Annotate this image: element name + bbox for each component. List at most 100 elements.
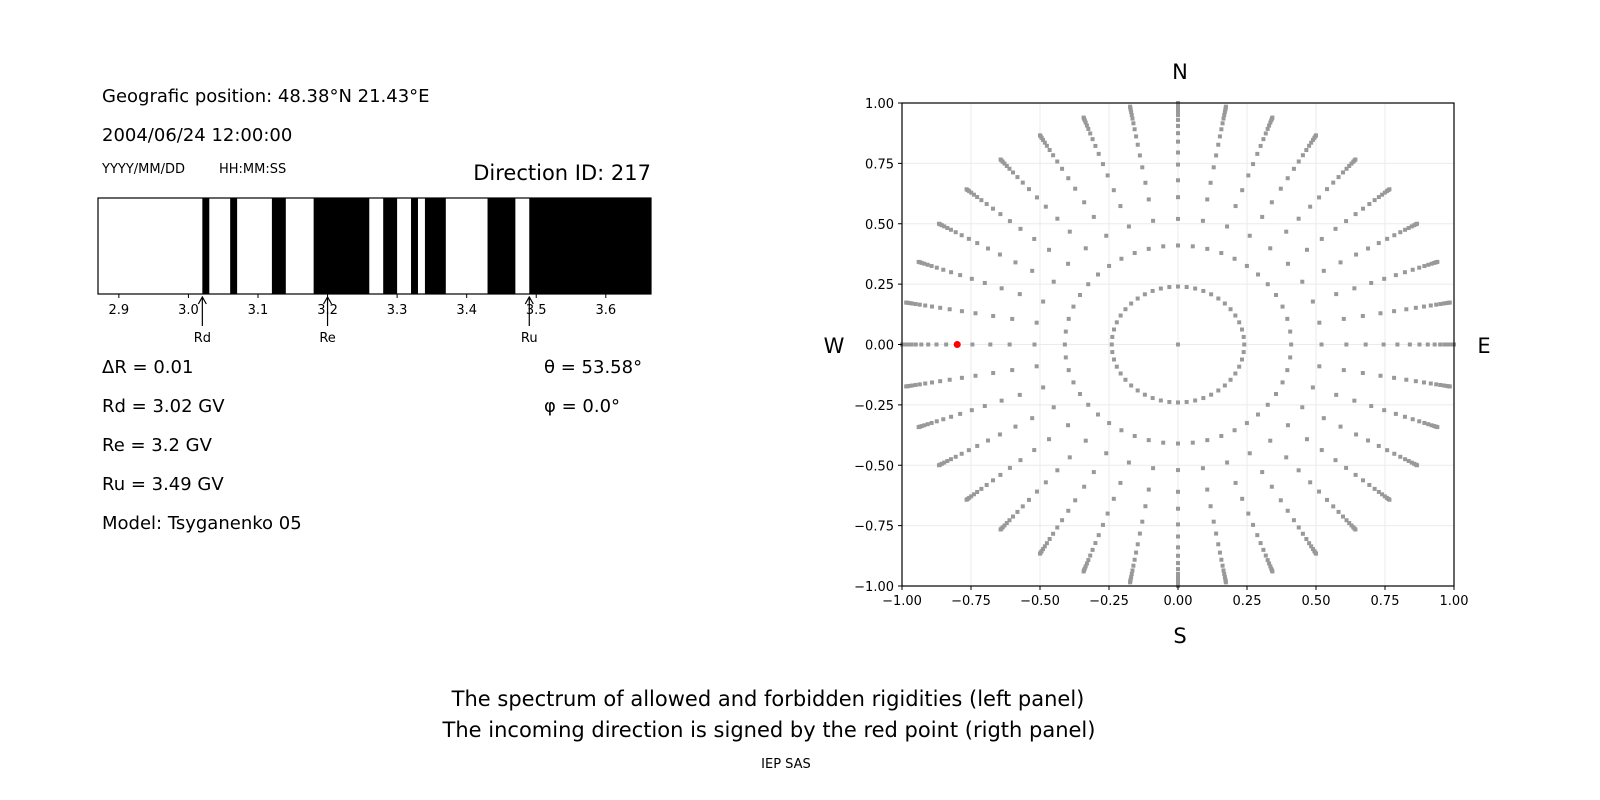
direction-point <box>1280 304 1285 309</box>
direction-point <box>1228 307 1233 312</box>
direction-point <box>1308 204 1313 209</box>
credit: IEP SAS <box>761 757 811 772</box>
direction-point <box>1347 521 1352 526</box>
direction-point <box>1146 246 1151 251</box>
direction-point <box>1263 553 1268 558</box>
direction-point <box>909 342 914 347</box>
direction-point <box>1338 424 1343 429</box>
direction-point <box>1063 355 1068 360</box>
direction-point <box>1176 131 1180 136</box>
direction-point <box>1367 482 1372 487</box>
direction-point <box>1041 547 1046 552</box>
x-tick-label: 3.1 <box>248 303 269 318</box>
direction-point <box>1270 115 1275 120</box>
rd-value: Rd = 3.02 GV <box>102 396 225 417</box>
direction-point <box>1225 224 1230 229</box>
direction-point <box>1051 405 1056 410</box>
direction-point <box>1378 373 1383 378</box>
spectrum-frame <box>97 197 652 295</box>
direction-point <box>938 379 943 384</box>
direction-point <box>1129 301 1134 306</box>
x-tick-label: 3.4 <box>456 303 477 318</box>
direction-point <box>988 342 993 347</box>
direction-point <box>1376 443 1381 448</box>
selected-direction-point <box>953 341 961 348</box>
direction-point <box>998 472 1003 477</box>
direction-point <box>1447 384 1452 389</box>
x-tick-label: 2.9 <box>109 303 130 318</box>
direction-point <box>1369 280 1374 285</box>
direction-point <box>1017 292 1022 297</box>
direction-point <box>998 527 1003 532</box>
direction-point <box>971 492 976 497</box>
direction-point <box>1007 342 1012 347</box>
direction-point <box>1142 292 1147 297</box>
direction-point <box>1118 204 1123 209</box>
direction-point <box>1034 195 1039 200</box>
direction-point <box>1308 480 1313 485</box>
direction-point <box>1421 304 1426 309</box>
direction-point <box>1090 137 1095 142</box>
direction-point <box>985 438 990 443</box>
direction-point <box>1344 166 1349 171</box>
direction-point <box>934 419 939 424</box>
direction-point <box>1132 433 1137 438</box>
direction-point <box>998 157 1003 162</box>
direction-point <box>1123 377 1128 382</box>
direction-point <box>1340 514 1345 519</box>
direction-id: Direction ID: 217 <box>473 161 651 185</box>
direction-point <box>1239 327 1244 332</box>
direction-point <box>1300 279 1305 284</box>
direction-point <box>1340 170 1345 175</box>
direction-point <box>929 264 934 269</box>
direction-point <box>1135 296 1140 301</box>
direction-point <box>1011 170 1016 175</box>
direction-point <box>1288 329 1293 334</box>
direction-point <box>1223 580 1228 585</box>
forbidden-band <box>487 198 516 294</box>
direction-point <box>1392 233 1397 238</box>
direction-point <box>1265 126 1270 131</box>
direction-point <box>1176 123 1180 128</box>
direction-point <box>1239 357 1244 362</box>
direction-point <box>1167 399 1172 404</box>
direction-point <box>942 224 947 229</box>
direction-point <box>1161 440 1166 445</box>
direction-point <box>1083 564 1088 569</box>
direction-point <box>938 305 943 310</box>
direction-point <box>1015 175 1020 180</box>
direction-point <box>1219 557 1224 562</box>
direction-point <box>904 384 909 389</box>
direction-point <box>1406 225 1411 230</box>
direction-point <box>1344 518 1349 523</box>
direction-point <box>1132 557 1137 562</box>
direction-point <box>1216 296 1221 301</box>
x-tick-label: 3.5 <box>526 303 547 318</box>
y-tick-label: −1.00 <box>854 580 894 595</box>
direction-point <box>1066 176 1071 181</box>
direction-point <box>926 342 931 347</box>
direction-point <box>916 259 921 264</box>
direction-point <box>1034 320 1039 325</box>
direction-point <box>1222 383 1227 388</box>
direction-point <box>966 448 971 453</box>
direction-point <box>947 307 952 312</box>
direction-point <box>1233 371 1238 376</box>
y-tick-label: −0.25 <box>854 399 894 414</box>
direction-point <box>1190 244 1195 249</box>
direction-point <box>1130 116 1135 121</box>
direction-point <box>1285 423 1290 428</box>
forbidden-band <box>313 198 370 294</box>
direction-point <box>922 423 927 428</box>
direction-point <box>1176 139 1180 144</box>
direction-point <box>1222 112 1227 117</box>
date-format: YYYY/MM/DD <box>101 162 185 177</box>
marker-label: Re <box>319 331 335 346</box>
direction-point <box>1205 197 1210 202</box>
direction-point <box>945 225 950 230</box>
direction-point <box>1176 441 1180 446</box>
direction-point <box>1034 364 1039 369</box>
direction-point <box>1119 428 1124 433</box>
direction-point <box>1131 121 1136 126</box>
direction-point <box>1409 460 1414 465</box>
